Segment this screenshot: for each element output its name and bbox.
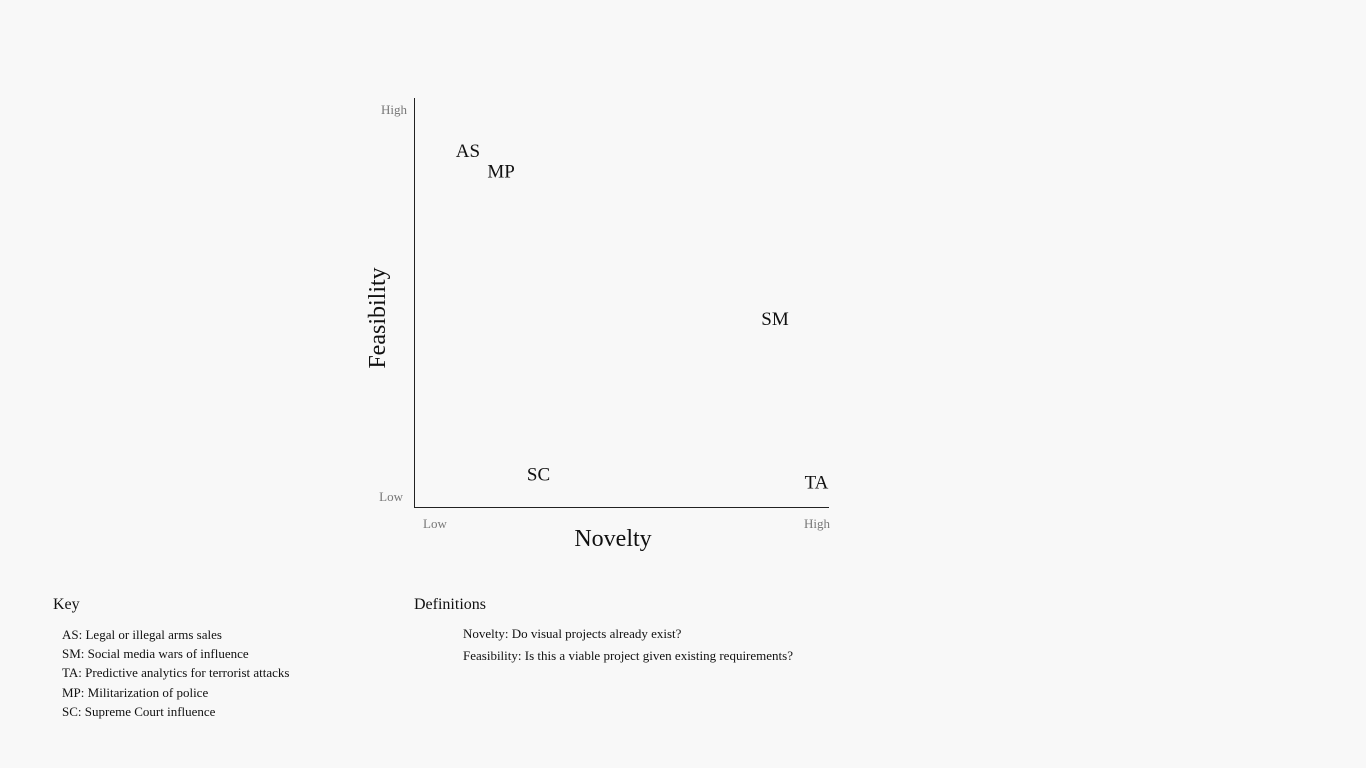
key-item: TA: Predictive analytics for terrorist a…: [62, 665, 290, 681]
y-axis-title: Feasibility: [365, 267, 391, 368]
point-label-ta: TA: [805, 473, 829, 494]
point-label-sc: SC: [527, 464, 550, 485]
point-label-as: AS: [456, 141, 480, 162]
y-tick-low: Low: [379, 489, 403, 504]
definition-item: Feasibility: Is this a viable project gi…: [463, 648, 793, 663]
point-label-mp: MP: [487, 162, 514, 183]
definitions-title: Definitions: [414, 596, 486, 613]
data-points: AS MP SM SC TA: [456, 141, 829, 493]
definitions-list: Novelty: Do visual projects already exis…: [463, 623, 793, 667]
key-list: AS: Legal or illegal arms sales SM: Soci…: [62, 625, 289, 721]
x-tick-high: High: [804, 516, 831, 531]
key-item: SM: Social media wars of influence: [62, 646, 249, 662]
x-tick-low: Low: [423, 516, 447, 531]
key-item: SC: Supreme Court influence: [62, 703, 216, 719]
definition-item: Novelty: Do visual projects already exis…: [463, 626, 682, 641]
key-item: MP: Militarization of police: [62, 684, 209, 700]
y-tick-high: High: [381, 102, 408, 117]
key-item: AS: Legal or illegal arms sales: [62, 627, 222, 642]
point-label-sm: SM: [761, 309, 789, 330]
x-axis-title: Novelty: [574, 526, 651, 552]
key-title: Key: [53, 596, 80, 613]
